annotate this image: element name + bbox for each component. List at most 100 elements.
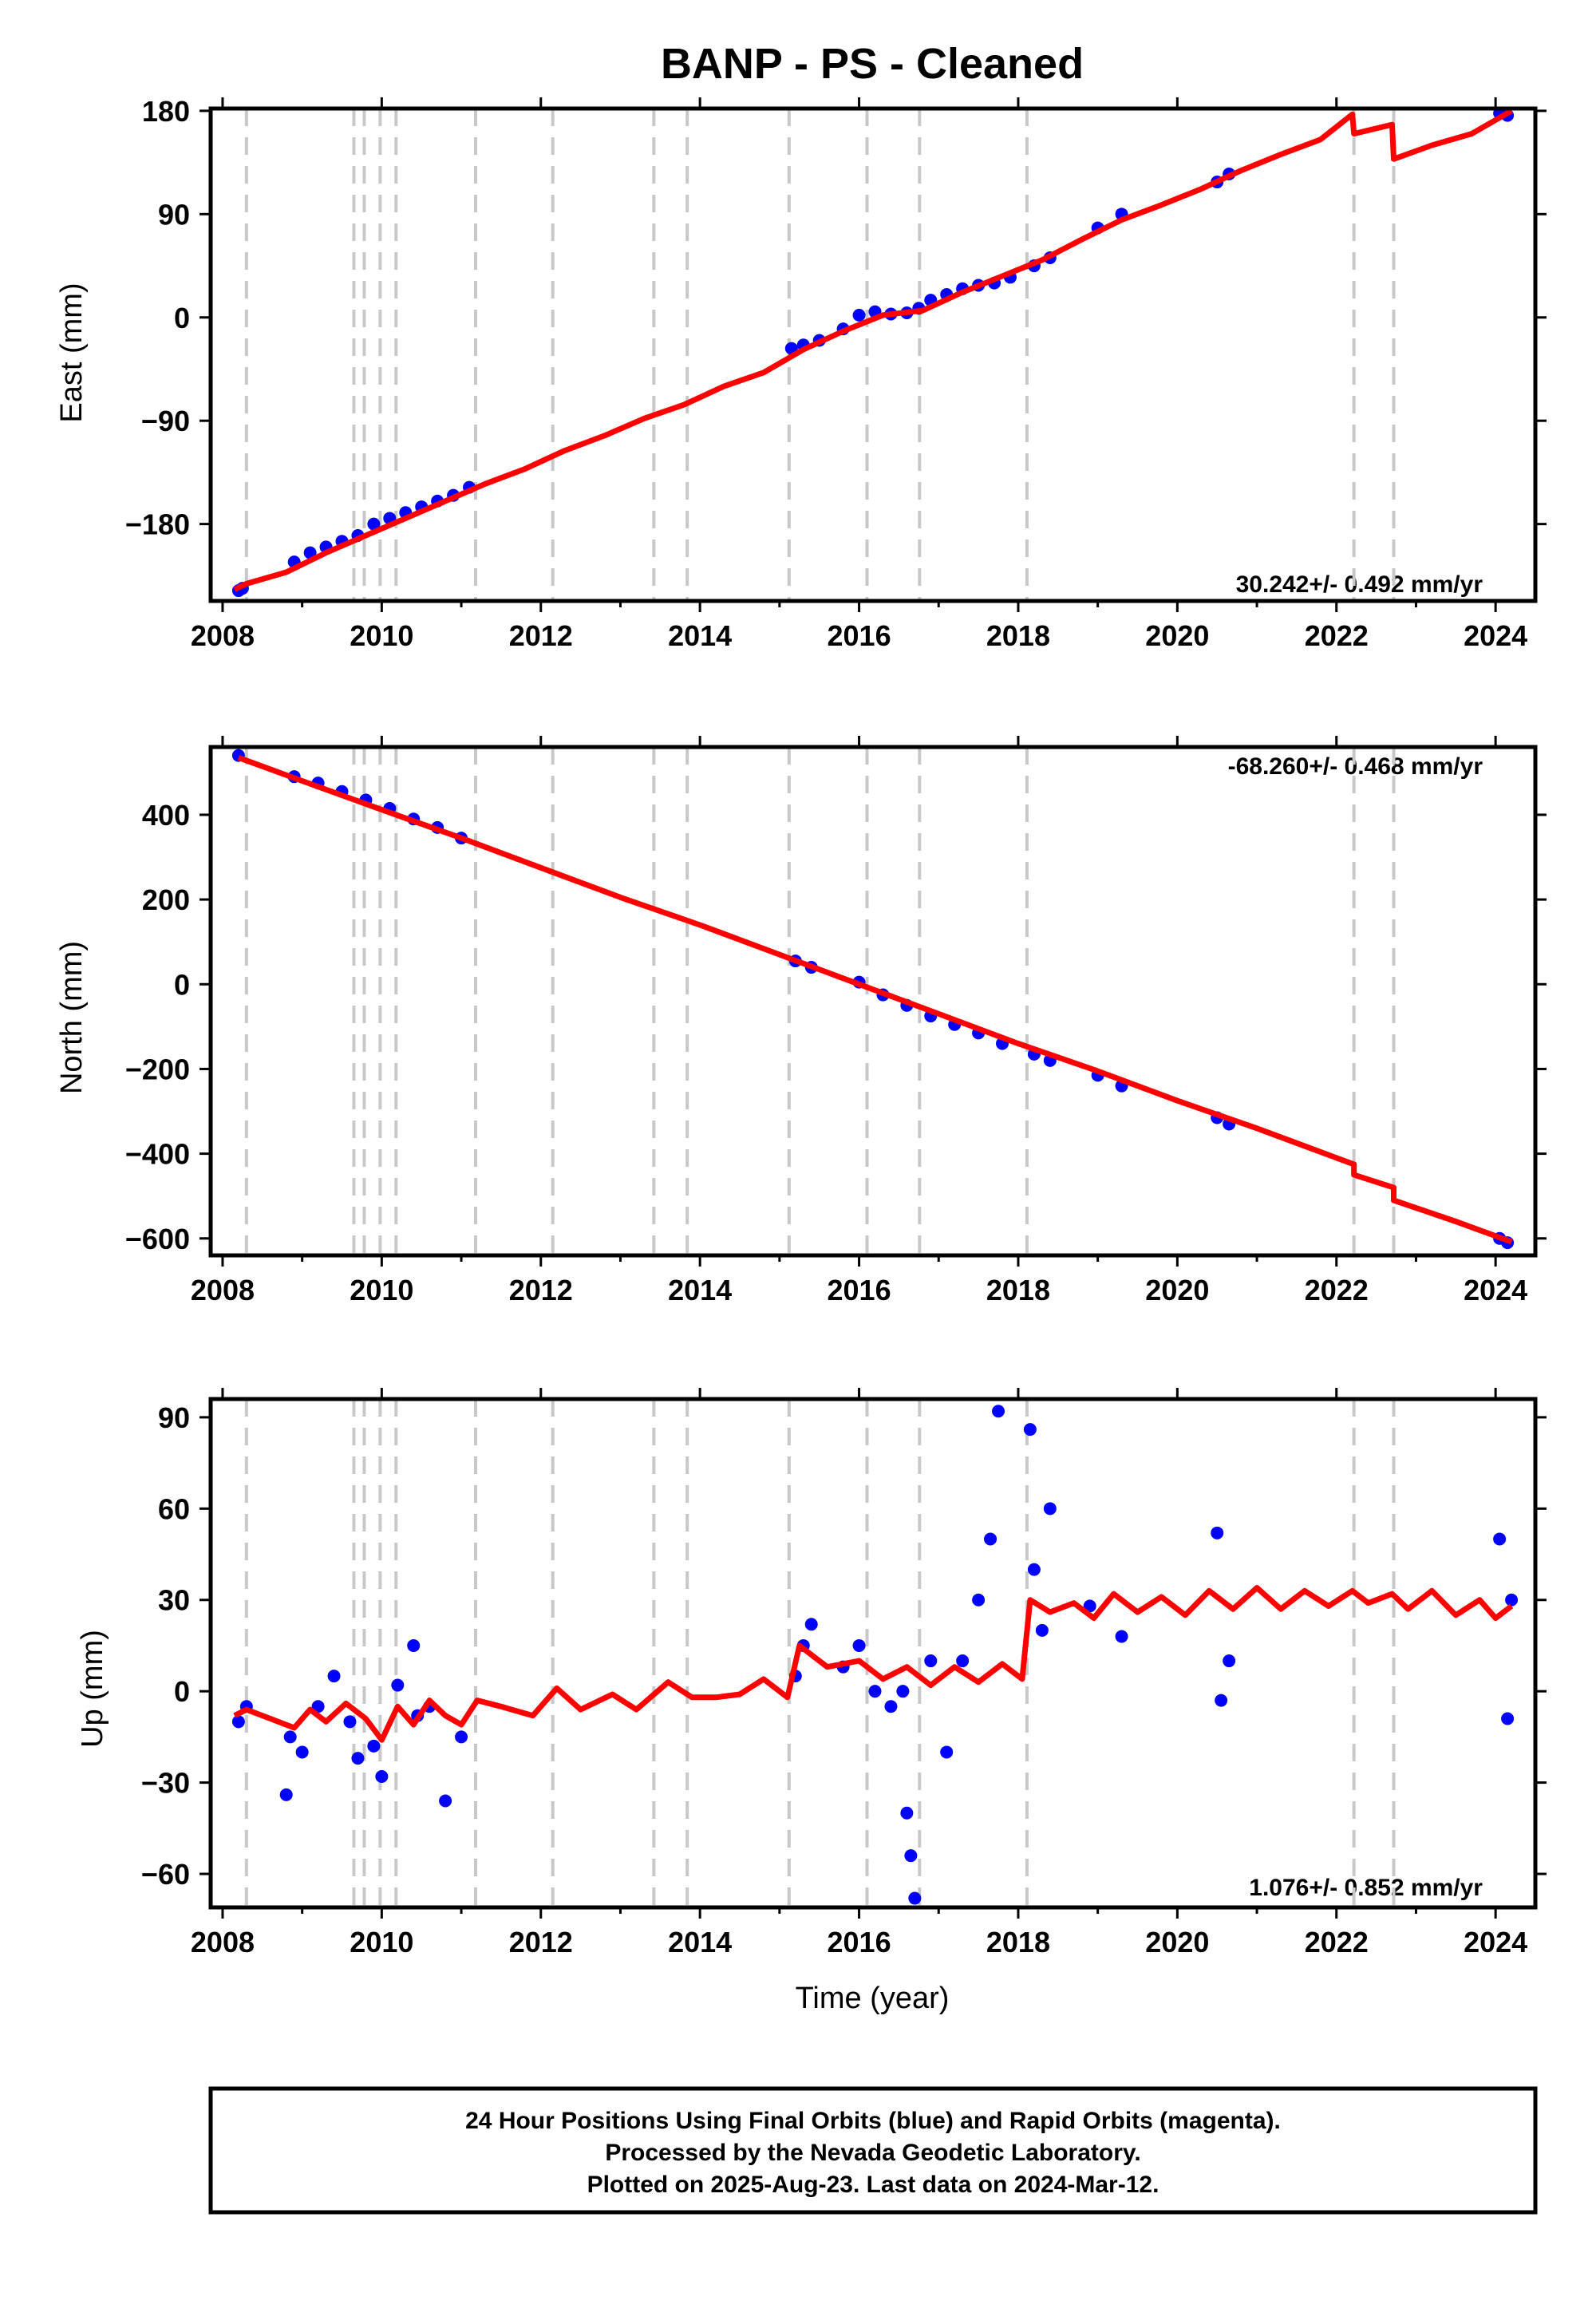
north-y-tick-label: −600	[125, 1223, 190, 1255]
east-plot-frame	[208, 106, 1538, 603]
east-y-tick-label: 0	[174, 302, 190, 334]
east-x-tick-label: 2014	[668, 619, 732, 652]
north-y-tick-label: −400	[125, 1138, 190, 1171]
north-x-tick-label: 2022	[1305, 1274, 1369, 1306]
up-data-point	[1493, 1532, 1507, 1546]
up-fit-line	[233, 1585, 1514, 1743]
up-x-tick-label: 2020	[1145, 1926, 1209, 1958]
up-data-point	[1043, 1502, 1057, 1516]
north-x-tick-label: 2014	[668, 1274, 732, 1306]
up-data-point	[1035, 1623, 1049, 1637]
up-data-point	[1501, 1712, 1515, 1725]
east-y-tick-label: 180	[142, 95, 190, 128]
north-fit-line	[237, 755, 1513, 1245]
east-plot-area	[231, 109, 1515, 598]
up-data-point	[1023, 1423, 1037, 1437]
north-y-tick-label: −200	[125, 1053, 190, 1085]
up-data-point	[1505, 1593, 1519, 1607]
east-x-tick-label: 2024	[1464, 619, 1527, 652]
east-rate-label: 30.242+/- 0.492 mm/yr	[1236, 571, 1483, 598]
up-data-point	[351, 1752, 365, 1765]
up-data-point	[896, 1685, 910, 1698]
east-data-point	[852, 308, 866, 322]
up-y-tick-label: 90	[158, 1401, 190, 1434]
east-y-axis-label: East (mm)	[55, 283, 89, 422]
up-x-tick-label: 2010	[350, 1926, 413, 1958]
x-axis-label: Time (year)	[796, 1982, 950, 2015]
east-data-point	[367, 517, 381, 531]
up-data-point	[391, 1678, 405, 1692]
up-panel: Up (mm) 1.076+/- 0.852 mm/yr 2008 2010 201…	[76, 1388, 1547, 1958]
up-data-point	[1211, 1526, 1224, 1539]
up-data-point	[1215, 1694, 1228, 1707]
north-x-tick-label: 2018	[986, 1274, 1050, 1306]
up-data-point	[904, 1849, 918, 1863]
north-x-tick-label: 2020	[1145, 1274, 1209, 1306]
up-data-point	[956, 1654, 970, 1668]
north-plot-frame	[208, 745, 1538, 1258]
east-x-tick-label: 2012	[509, 619, 573, 652]
up-rate-label: 1.076+/- 0.852 mm/yr	[1249, 1875, 1483, 1901]
up-y-tick-label: −30	[141, 1767, 190, 1800]
up-data-point	[343, 1715, 357, 1729]
north-y-tick-label: 200	[142, 883, 190, 916]
up-data-point	[940, 1745, 954, 1759]
footer-line-1: 24 Hour Positions Using Final Orbits (bl…	[465, 2108, 1281, 2134]
north-x-tick-label: 2010	[350, 1274, 413, 1306]
up-data-point	[283, 1730, 297, 1744]
up-y-tick-label: 60	[158, 1492, 190, 1525]
up-data-point	[908, 1891, 922, 1905]
east-x-tick-label: 2018	[986, 619, 1050, 652]
up-data-point	[1115, 1630, 1128, 1643]
up-data-point	[884, 1700, 898, 1713]
up-x-tick-label: 2024	[1464, 1926, 1527, 1958]
up-data-point	[439, 1794, 452, 1808]
up-data-point	[455, 1730, 468, 1744]
up-x-tick-label: 2012	[509, 1926, 573, 1958]
east-y-tick-label: 90	[158, 198, 190, 231]
up-x-tick-label: 2022	[1305, 1926, 1369, 1958]
up-data-point	[924, 1654, 938, 1668]
up-y-tick-label: 0	[174, 1675, 190, 1708]
north-y-axis-label: North (mm)	[55, 941, 89, 1094]
up-data-point	[295, 1745, 309, 1759]
up-data-point	[407, 1638, 421, 1652]
up-data-point	[984, 1532, 998, 1546]
footer-line-3: Plotted on 2025-Aug-23. Last data on 202…	[587, 2172, 1159, 2198]
footer-line-2: Processed by the Nevada Geodetic Laborat…	[605, 2140, 1140, 2166]
up-data-point	[1027, 1563, 1041, 1576]
north-x-tick-label: 2012	[509, 1274, 573, 1306]
up-data-point	[327, 1670, 341, 1683]
up-x-tick-label: 2014	[668, 1926, 732, 1958]
chart-title: BANP - PS - Cleaned	[661, 40, 1084, 88]
up-data-point	[852, 1638, 866, 1652]
up-data-point	[804, 1618, 818, 1631]
east-panel: East (mm) 30.242+/- 0.492 mm/yr 2008 2010…	[55, 95, 1547, 652]
up-x-tick-label: 2008	[191, 1926, 255, 1958]
up-data-point	[868, 1685, 882, 1698]
north-y-tick-label: 400	[142, 799, 190, 832]
up-y-tick-label: −60	[141, 1858, 190, 1891]
east-x-tick-label: 2008	[191, 619, 255, 652]
north-panel: North (mm) -68.260+/- 0.468 mm/yr 2008 20…	[55, 736, 1547, 1306]
up-data-point	[231, 1715, 245, 1729]
east-fit-line	[233, 109, 1513, 592]
east-x-tick-label: 2022	[1305, 619, 1369, 652]
up-x-tick-label: 2018	[986, 1926, 1050, 1958]
east-y-tick-label: −180	[125, 508, 190, 541]
up-data-point	[972, 1593, 986, 1607]
up-data-point	[375, 1769, 389, 1783]
up-plot-frame	[208, 1397, 1538, 1910]
footer-box	[208, 2086, 1538, 2215]
north-plot-area	[231, 749, 1515, 1250]
up-data-point	[279, 1788, 293, 1801]
up-y-axis-label: Up (mm)	[76, 1630, 109, 1748]
east-x-tick-label: 2010	[350, 619, 413, 652]
east-x-tick-label: 2016	[828, 619, 891, 652]
up-y-tick-label: 30	[158, 1584, 190, 1617]
up-data-point	[311, 1700, 325, 1713]
north-x-tick-label: 2024	[1464, 1274, 1527, 1306]
east-y-tick-label: −90	[141, 405, 190, 437]
